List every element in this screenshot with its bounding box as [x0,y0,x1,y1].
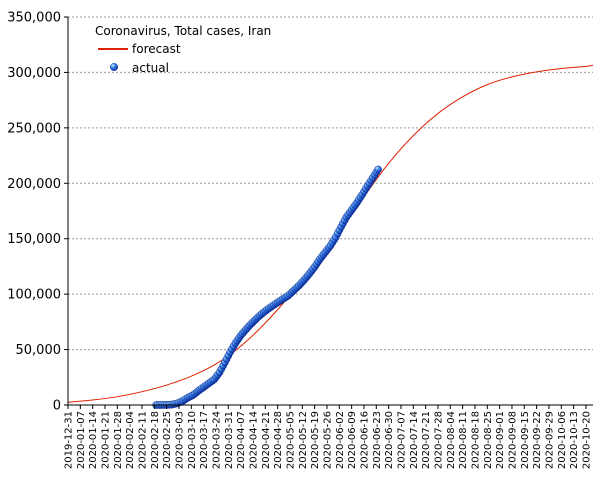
x-tick-label: 2020-02-18 [150,411,161,469]
legend-forecast-label: forecast [132,42,181,56]
x-tick-label: 2020-05-12 [298,411,309,469]
x-tick-label: 2020-01-21 [100,411,111,469]
y-tick-label: 350,000 [7,11,61,26]
x-tick-label: 2020-10-13 [569,411,580,469]
x-tick-label: 2020-09-29 [544,411,555,469]
x-tick-label: 2020-09-15 [520,411,531,469]
x-tick-label: 2020-06-09 [347,411,358,469]
x-tick-label: 2020-05-19 [310,411,321,469]
y-tick-label: 100,000 [7,288,61,303]
x-tick-label: 2020-02-25 [162,411,173,469]
grid [68,16,593,351]
actual-series [152,165,382,409]
y-tick-label: 150,000 [7,232,61,247]
x-tick-label: 2020-04-28 [273,411,284,469]
y-tick-label: 250,000 [7,121,61,136]
x-tick-label: 2020-04-07 [236,411,247,469]
x-tick-label: 2020-08-11 [458,411,469,469]
x-tick-label: 2020-10-20 [581,411,592,469]
x-tick-label: 2020-07-14 [409,411,420,469]
x-tick-label: 2020-06-16 [359,411,370,469]
y-tick-label: 300,000 [7,66,61,81]
legend: Coronavirus, Total cases, Iran forecast ac… [95,24,271,75]
y-tick-label: 50,000 [16,343,62,358]
x-tick-label: 2020-07-07 [396,411,407,469]
x-tick-label: 2020-04-21 [261,411,272,469]
forecast-series [67,64,594,403]
x-axis-ticks: 2019-12-31 2020-01-07 2020-01-14 2020-01-21… [64,405,592,469]
x-tick-label: 2020-05-05 [285,411,296,469]
x-tick-label: 2020-03-31 [224,411,235,469]
legend-actual-swatch [109,63,118,72]
x-tick-label: 2020-07-21 [421,411,432,469]
x-tick-label: 2020-07-28 [433,411,444,469]
x-tick-label: 2020-08-25 [483,411,494,469]
x-tick-label: 2020-03-17 [199,411,210,469]
x-tick-label: 2020-04-14 [248,411,259,469]
y-tick-label: 200,000 [7,177,61,192]
x-tick-label: 2020-03-10 [187,411,198,469]
x-tick-label: 2020-08-04 [446,411,457,469]
x-tick-label: 2020-02-11 [137,411,148,469]
legend-title: Coronavirus, Total cases, Iran [95,24,271,38]
y-tick-label: 0 [53,399,61,414]
x-tick-label: 2020-03-24 [211,411,222,469]
y-axis-ticks: 0 50,000 100,000 150,000 200,000 250,000 300,0… [7,11,68,414]
x-tick-label: 2020-02-04 [125,411,136,469]
x-tick-label: 2020-09-01 [495,411,506,469]
x-tick-label: 2020-06-30 [384,411,395,469]
x-tick-label: 2020-09-08 [507,411,518,469]
actual-point [374,165,382,174]
x-tick-label: 2020-06-23 [372,411,383,469]
x-tick-label: 2020-10-06 [557,411,568,469]
x-tick-label: 2019-12-31 [64,411,75,469]
x-tick-label: 2020-01-28 [113,411,124,469]
legend-actual-label: actual [132,61,169,75]
x-tick-label: 2020-03-03 [174,411,185,469]
forecast-line [67,64,594,403]
x-tick-label: 2020-09-22 [532,411,543,469]
x-tick-label: 2020-05-26 [322,411,333,469]
x-tick-label: 2020-01-14 [88,411,99,469]
x-tick-label: 2020-01-07 [76,411,87,469]
axes [67,17,593,406]
x-tick-label: 2020-08-18 [470,411,481,469]
x-tick-label: 2020-06-02 [335,411,346,469]
